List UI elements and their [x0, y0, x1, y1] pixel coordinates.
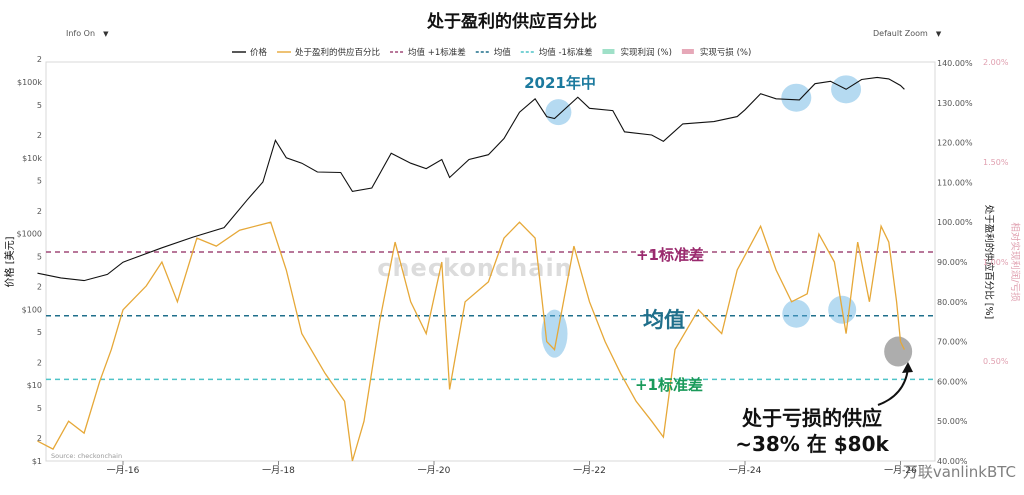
- left-axis-tick-label: 2: [37, 207, 42, 216]
- right-axis-tick-label: 130.00%: [937, 99, 973, 108]
- credit-watermark: 万联vanlinkBTC: [903, 463, 1016, 481]
- left-axis-tick-label: $100k: [17, 78, 42, 87]
- info-on-label: Info On: [66, 29, 96, 38]
- highlight-circle: [781, 83, 812, 112]
- left-axis-tick-label: $10: [27, 381, 42, 390]
- right-axis-2-tick-label: 2.00%: [983, 58, 1009, 67]
- right-axis-tick-label: 120.00%: [937, 139, 973, 148]
- left-axis-tick-label: 2: [37, 55, 42, 64]
- right-axis-2-tick-label: 1.50%: [983, 158, 1009, 167]
- right-axis-tick-label: 60.00%: [937, 377, 968, 386]
- x-axis-tick-label: 一月-20: [418, 465, 451, 476]
- x-axis-tick-label: 一月-16: [107, 465, 140, 476]
- highlight-circle-grey: [884, 336, 913, 367]
- info-on-dropdown[interactable]: Info On ▼: [66, 29, 108, 38]
- watermark: checkonchain: [377, 254, 573, 282]
- right-axis-tick-label: 100.00%: [937, 218, 973, 227]
- right-axis-tick-label: 80.00%: [937, 298, 968, 307]
- chart-title: 处于盈利的供应百分比: [426, 11, 597, 32]
- left-axis-tick-label: 2: [37, 434, 42, 443]
- left-axis-tick-label: 2: [37, 131, 42, 140]
- x-axis-tick-label: 一月-22: [573, 465, 606, 476]
- right-axis-2-label: 相对实现利润/亏损: [1009, 222, 1021, 302]
- annotation-minus-1sd: +1标准差: [635, 376, 703, 394]
- left-axis-label: 价格 [美元]: [3, 236, 16, 287]
- legend-label: 实现亏损 (%): [700, 47, 751, 58]
- legend-label: 处于盈利的供应百分比: [295, 47, 380, 58]
- x-axis-tick-label: 一月-18: [262, 465, 295, 476]
- chevron-down-icon: ▼: [935, 29, 942, 38]
- left-axis-tick-label: 5: [37, 404, 42, 413]
- legend-label: 均值 +1标准差: [408, 47, 466, 58]
- right-axis-tick-label: 40.00%: [937, 457, 968, 466]
- highlight-circle: [782, 299, 811, 328]
- annotation-plus-1sd: +1标准差: [636, 246, 704, 264]
- left-axis-tick-label: $10k: [22, 154, 42, 163]
- highlight-circle: [545, 99, 572, 126]
- annotation-arrowhead: [902, 362, 913, 373]
- annotation-arrow: [877, 367, 909, 406]
- legend-swatch: [602, 49, 615, 54]
- zoom-dropdown[interactable]: Default Zoom ▼: [873, 29, 941, 38]
- annotation-mean: 均值: [643, 308, 685, 332]
- right-axis-2-tick-label: 0.50%: [983, 357, 1009, 366]
- plot-frame: [45, 61, 936, 462]
- x-axis-tick-label: 一月-24: [729, 465, 762, 476]
- legend-label: 实现利润 (%): [620, 47, 671, 58]
- right-axis-label: 处于盈利的供应百分比 [%]: [983, 205, 995, 319]
- annotation-mid-2021: 2021年中: [524, 74, 596, 92]
- right-axis-tick-label: 70.00%: [937, 338, 968, 347]
- price-line: [37, 76, 905, 282]
- right-axis-tick-label: 140.00%: [937, 59, 973, 68]
- legend-swatch: [681, 49, 694, 54]
- left-axis-tick-label: 5: [37, 101, 42, 110]
- chevron-down-icon: ▼: [103, 29, 109, 38]
- left-axis-tick-label: 2: [37, 358, 42, 367]
- x-axis-tick-label: 一月-26: [884, 465, 917, 476]
- left-axis-tick-label: 5: [37, 328, 42, 337]
- right-axis-tick-label: 110.00%: [937, 178, 973, 187]
- right-axis-tick-label: 50.00%: [937, 417, 968, 426]
- annotation-loss-value: ~38% 在 $80k: [735, 432, 889, 456]
- right-axis-2-tick-label: 1.00%: [983, 258, 1009, 267]
- left-axis-tick-label: $1: [32, 457, 42, 466]
- supply-in-profit-line: [37, 221, 905, 462]
- legend-label: 价格: [250, 47, 268, 58]
- right-axis-tick-label: 90.00%: [937, 258, 968, 267]
- legend-label: 均值 -1标准差: [539, 47, 593, 58]
- source-label: Source: checkonchain: [51, 452, 122, 460]
- legend-label: 均值: [494, 47, 512, 58]
- left-axis-tick-label: 5: [37, 252, 42, 261]
- left-axis-tick-label: 5: [37, 177, 42, 186]
- zoom-label: Default Zoom: [873, 29, 928, 38]
- highlight-circle: [541, 309, 568, 358]
- left-axis-tick-label: 2: [37, 283, 42, 292]
- left-axis-tick-label: $100: [22, 305, 42, 314]
- annotation-loss-supply: 处于亏损的供应: [741, 406, 882, 430]
- left-axis-tick-label: $1000: [17, 230, 42, 239]
